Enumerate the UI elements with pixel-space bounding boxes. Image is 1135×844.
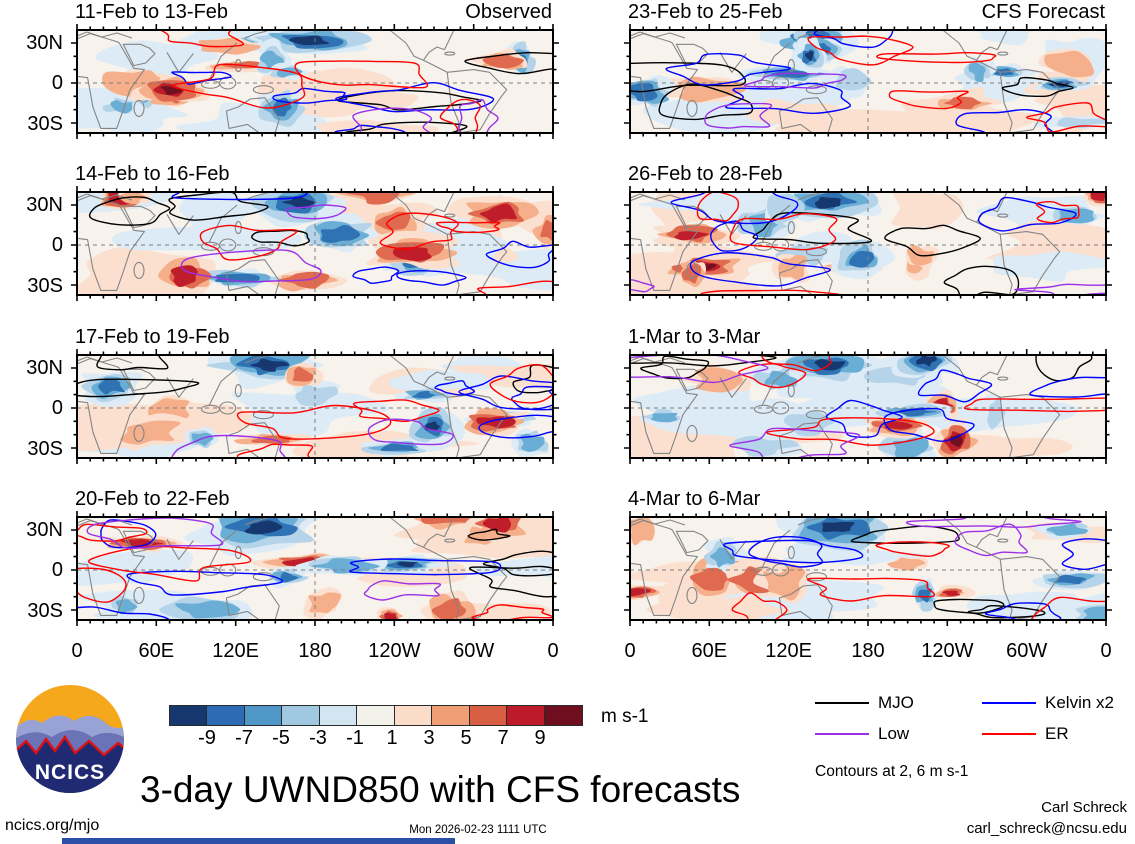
x-axis-label: 120E	[765, 640, 813, 662]
x-axis-label: 60E	[138, 640, 175, 662]
legend-line-icon	[982, 702, 1036, 704]
svg-text:NCICS: NCICS	[35, 761, 105, 784]
x-axis-label: 60E	[691, 640, 728, 662]
legend-line-icon	[815, 733, 869, 735]
anomaly-map	[624, 511, 1112, 626]
y-axis-label: 30S	[27, 438, 63, 460]
map-panel-5: 23-Feb to 25-Feb CFS Forecast	[623, 2, 1115, 140]
x-axis-label: 0	[624, 640, 636, 662]
colorbar-tick-label: 3	[423, 727, 435, 749]
y-axis-label: 30N	[26, 357, 63, 379]
legend-item-kelvin-x2: Kelvin x2	[982, 693, 1115, 712]
legend-item-low: Low	[815, 724, 982, 743]
bottom-blue-strip	[62, 838, 455, 844]
colorbar-tick-label: 5	[460, 727, 472, 749]
colorbar-tick-label: -1	[346, 727, 364, 749]
x-axis-label: 180	[851, 640, 885, 662]
legend-label: MJO	[878, 693, 914, 712]
legend-item-mjo: MJO	[815, 693, 982, 712]
footer-url: ncics.org/mjo	[5, 817, 100, 834]
panel-annotation: Observed	[465, 1, 552, 23]
panel-title: 14-Feb to 16-Feb	[75, 163, 230, 185]
colorbar-tick-label: 9	[534, 727, 546, 749]
map-panel-3: 17-Feb to 19-Feb	[70, 327, 562, 465]
map-panel-7: 1-Mar to 3-Mar	[623, 327, 1115, 465]
colorbar-cell	[243, 705, 283, 726]
colorbar-tick-label: -7	[235, 727, 253, 749]
y-axis-label: 30S	[27, 600, 63, 622]
legend-label: ER	[1045, 724, 1069, 743]
colorbar-cell	[393, 705, 433, 726]
colorbar-cell	[356, 705, 395, 726]
colorbar-cell	[506, 705, 545, 726]
panel-title: 20-Feb to 22-Feb	[75, 488, 230, 510]
map-panel-6: 26-Feb to 28-Feb	[623, 164, 1115, 302]
y-axis-label: 0	[51, 72, 63, 94]
map-panel-8: 4-Mar to 6-Mar	[623, 489, 1115, 627]
x-axis-label: 120W	[368, 640, 421, 662]
colorbar	[168, 705, 583, 726]
colorbar-cell	[431, 705, 470, 726]
colorbar-tick-label: -3	[309, 727, 327, 749]
colorbar-tick-label: 7	[497, 727, 509, 749]
y-axis-label: 30N	[26, 519, 63, 541]
anomaly-map	[71, 186, 559, 301]
x-axis-label: 120E	[212, 640, 260, 662]
colorbar-cell	[168, 705, 208, 726]
colorbar-cell	[543, 705, 583, 726]
x-axis-label: 120W	[921, 640, 974, 662]
y-axis-label: 30S	[27, 275, 63, 297]
panel-annotation: CFS Forecast	[981, 1, 1105, 23]
map-panel-4: 20-Feb to 22-Feb	[70, 489, 562, 627]
panel-title: 23-Feb to 25-Feb	[628, 1, 783, 23]
colorbar-unit: m s-1	[601, 706, 649, 727]
panel-title: 1-Mar to 3-Mar	[628, 326, 761, 348]
contour-note: Contours at 2, 6 m s-1	[815, 763, 969, 780]
colorbar-tick-label: -9	[198, 727, 216, 749]
contour-legend: MJO Kelvin x2 Low ER	[815, 693, 1115, 743]
ncics-logo-icon: NCICS	[16, 685, 124, 793]
panel-title: 11-Feb to 13-Feb	[75, 1, 229, 23]
ncics-logo: NCICS	[14, 683, 126, 800]
footer-email: carl_schreck@ncsu.edu	[966, 820, 1127, 837]
y-axis-label: 30N	[26, 194, 63, 216]
panel-title: 26-Feb to 28-Feb	[628, 163, 783, 185]
legend-label: Low	[878, 724, 910, 743]
anomaly-map	[71, 349, 559, 464]
panel-title: 17-Feb to 19-Feb	[75, 326, 230, 348]
x-axis-label: 0	[71, 640, 83, 662]
anomaly-map	[71, 511, 559, 626]
figure-title: 3-day UWND850 with CFS forecasts	[140, 769, 741, 810]
y-axis-label: 30S	[27, 113, 63, 135]
y-axis-label: 0	[51, 397, 63, 419]
x-axis-label: 60W	[453, 640, 495, 662]
legend-line-icon	[815, 702, 869, 704]
colorbar-tick-label: 1	[386, 727, 398, 749]
colorbar-cell	[468, 705, 508, 726]
colorbar-cell	[281, 705, 320, 726]
legend-line-icon	[982, 733, 1036, 735]
colorbar-tick-label: -5	[272, 727, 290, 749]
panel-title: 4-Mar to 6-Mar	[628, 488, 761, 510]
y-axis-label: 0	[51, 234, 63, 256]
anomaly-map	[71, 24, 559, 139]
legend-item-er: ER	[982, 724, 1115, 743]
x-axis-label: 0	[547, 640, 559, 662]
anomaly-map	[624, 349, 1112, 464]
colorbar-cell	[206, 705, 245, 726]
y-axis-label: 30N	[26, 32, 63, 54]
anomaly-map	[624, 24, 1112, 139]
footer-author: Carl Schreck	[1041, 799, 1127, 816]
legend-label: Kelvin x2	[1045, 693, 1114, 712]
anomaly-map	[624, 186, 1112, 301]
colorbar-cell	[318, 705, 358, 726]
map-panel-2: 14-Feb to 16-Feb	[70, 164, 562, 302]
y-axis-label: 0	[51, 559, 63, 581]
footer-timestamp: Mon 2026-02-23 1111 UTC	[409, 824, 547, 836]
x-axis-label: 180	[298, 640, 332, 662]
x-axis-label: 60W	[1006, 640, 1048, 662]
map-panel-1: 11-Feb to 13-Feb Observed	[70, 2, 562, 140]
x-axis-label: 0	[1100, 640, 1112, 662]
